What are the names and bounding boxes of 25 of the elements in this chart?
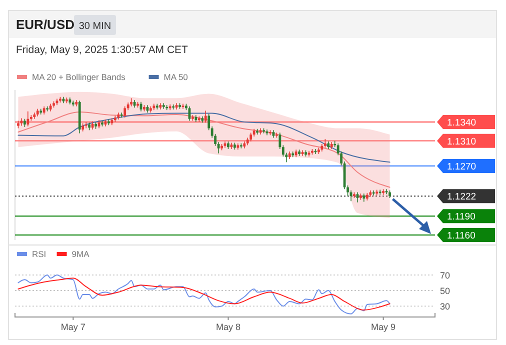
legend-label: MA 20 + Bollinger Bands bbox=[32, 72, 126, 82]
line-series bbox=[18, 111, 390, 188]
y-tick-label: 70 bbox=[440, 270, 450, 280]
candlestick bbox=[26, 110, 30, 127]
y-tick-label: 1.1340 bbox=[447, 118, 476, 129]
y-tick-label: 1.1222 bbox=[447, 192, 476, 203]
chart-title: EUR/USD bbox=[16, 17, 75, 32]
x-tick-label: May 7 bbox=[60, 322, 86, 332]
x-tick-label: May 9 bbox=[371, 322, 396, 332]
y-tick-label: 1.1270 bbox=[447, 161, 476, 172]
chart-subtitle: Friday, May 9, 2025 1:30:57 AM CET bbox=[16, 44, 189, 56]
candlestick bbox=[204, 110, 207, 124]
y-tick-label: 1.1190 bbox=[447, 212, 476, 223]
text: 30 MIN bbox=[78, 21, 112, 32]
y-tick-label: 30 bbox=[440, 302, 450, 312]
legend-label: 9MA bbox=[72, 249, 90, 259]
y-tick-label: 1.1160 bbox=[447, 230, 476, 242]
candlestick bbox=[84, 122, 88, 129]
y-tick-label: 50 bbox=[440, 286, 450, 296]
legend-label: MA 50 bbox=[164, 72, 188, 82]
y-tick-label: 1.1310 bbox=[447, 136, 476, 148]
line-series bbox=[18, 112, 390, 163]
x-tick-label: May 8 bbox=[216, 322, 240, 332]
candlestick bbox=[124, 106, 126, 118]
legend-label: RSI bbox=[32, 249, 46, 259]
